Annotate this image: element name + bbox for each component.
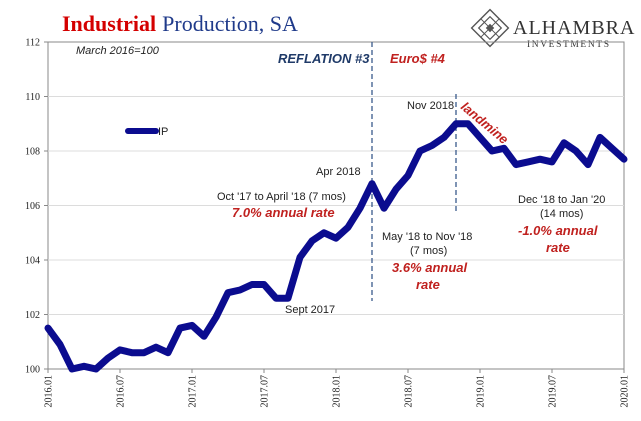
data-point-2016-08 — [131, 352, 133, 354]
data-point-2017-03 — [215, 316, 217, 318]
data-point-2016-06 — [107, 357, 109, 359]
annotation-oct-apr-period: Oct '17 to April '18 (7 mos) — [217, 191, 346, 203]
logo-diamond-icon — [470, 8, 510, 48]
data-point-2016-11 — [167, 352, 169, 354]
y-tick-label-104: 104 — [25, 256, 40, 267]
data-point-2019-01 — [479, 136, 481, 138]
x-tick-label-2019.01: 2019.01 — [476, 375, 487, 408]
chart-title-accent: Industrial — [62, 11, 156, 36]
logo-name: ALHAMBRA — [513, 17, 635, 39]
gridlines — [48, 96, 624, 315]
data-point-2020-01 — [623, 158, 625, 160]
data-point-2019-04 — [515, 164, 517, 166]
x-axis: 2016.01 2016.07 2017.01 2017.07 2018.01 2018.… — [44, 369, 631, 408]
data-point-2018-10 — [443, 136, 445, 138]
reference-lines — [371, 42, 457, 301]
data-point-2017-05 — [239, 289, 241, 291]
series-line-IP — [44, 120, 628, 373]
data-point-2018-12 — [467, 123, 469, 125]
legend: IP — [125, 126, 168, 138]
series-layer — [44, 120, 628, 373]
data-point-2019-08 — [563, 142, 565, 144]
data-point-2017-12 — [323, 232, 325, 234]
data-point-2017-07 — [263, 284, 265, 286]
y-tick-label-110: 110 — [25, 92, 40, 103]
x-tick-label-2018.01: 2018.01 — [332, 375, 343, 408]
x-tick-label-2020.01: 2020.01 — [620, 375, 631, 408]
data-point-2018-02 — [347, 226, 349, 228]
x-tick-label-2016.01: 2016.01 — [44, 375, 55, 408]
chart-title-main: Production, SA — [162, 11, 298, 36]
data-point-2016-07 — [119, 349, 121, 351]
data-point-2018-05 — [383, 207, 385, 209]
data-point-2016-04 — [83, 365, 85, 367]
y-tick-label-106: 106 — [25, 201, 40, 212]
data-point-2016-01 — [47, 327, 49, 329]
data-point-2019-03 — [503, 147, 505, 149]
data-point-2017-04 — [227, 292, 229, 294]
y-tick-label-100: 100 — [25, 365, 40, 376]
x-tick-label-2017.01: 2017.01 — [188, 375, 199, 408]
y-tick-label-108: 108 — [25, 147, 40, 158]
data-point-2019-06 — [539, 158, 541, 160]
data-point-2017-06 — [251, 284, 253, 286]
chart-title: Industrial Production, SA — [62, 11, 298, 36]
data-point-2019-11 — [599, 136, 601, 138]
chart-subtitle: March 2016=100 — [76, 45, 160, 57]
data-point-2016-12 — [179, 327, 181, 329]
annotation-nov2018: Nov 2018 — [407, 100, 454, 112]
legend-label: IP — [158, 126, 168, 138]
annotation-apr2018: Apr 2018 — [316, 166, 361, 178]
y-tick-label-112: 112 — [25, 38, 40, 49]
data-point-2016-02 — [59, 343, 61, 345]
annotation-euro: Euro$ #4 — [390, 51, 446, 66]
data-point-2016-09 — [143, 352, 145, 354]
annotation-may-nov-period-2: (7 mos) — [410, 245, 447, 257]
data-point-2017-11 — [311, 240, 313, 242]
annotation-dec-jan-period-2: (14 mos) — [540, 208, 583, 220]
data-point-2017-01 — [191, 324, 193, 326]
logo-subtitle: INVESTMENTS — [527, 40, 611, 50]
annotation-sept2017: Sept 2017 — [285, 304, 335, 316]
annotation-may-nov-period-1: May '18 to Nov '18 — [382, 231, 472, 243]
data-point-2017-08 — [275, 297, 277, 299]
data-point-2016-03 — [71, 368, 73, 370]
data-point-2017-09 — [287, 297, 289, 299]
annotation-may-nov-rate-1: 3.6% annual — [392, 260, 468, 275]
annotation-reflation: REFLATION #3 — [278, 51, 370, 66]
data-point-2018-08 — [419, 150, 421, 152]
annotation-may-nov-rate-2: rate — [416, 277, 440, 292]
data-point-2019-02 — [491, 150, 493, 152]
data-point-2018-06 — [395, 188, 397, 190]
annotation-dec-jan-rate-2: rate — [546, 240, 570, 255]
data-point-2017-02 — [203, 335, 205, 337]
data-point-2018-11 — [455, 123, 457, 125]
data-point-2018-07 — [407, 175, 409, 177]
data-point-2019-10 — [587, 164, 589, 166]
data-point-2019-09 — [575, 150, 577, 152]
annotation-dec-jan-period-1: Dec '18 to Jan '20 — [518, 194, 605, 206]
data-point-2019-07 — [551, 161, 553, 163]
data-point-2018-04 — [371, 183, 373, 185]
data-point-2016-05 — [95, 368, 97, 370]
x-tick-label-2016.07: 2016.07 — [116, 375, 127, 408]
data-point-2018-03 — [359, 207, 361, 209]
annotation-oct-apr-rate: 7.0% annual rate — [232, 205, 335, 220]
x-tick-label-2017.07: 2017.07 — [260, 375, 271, 408]
y-tick-label-102: 102 — [25, 310, 40, 321]
data-point-2018-01 — [335, 237, 337, 239]
data-point-2018-09 — [431, 145, 433, 147]
data-point-2016-10 — [155, 346, 157, 348]
data-point-2019-12 — [611, 147, 613, 149]
x-tick-label-2018.07: 2018.07 — [404, 375, 415, 408]
annotation-dec-jan-rate-1: -1.0% annual — [518, 223, 598, 238]
alhambra-logo: ALHAMBRA INVESTMENTS — [470, 8, 635, 50]
y-axis: 100 102 104 106 108 110 112 — [25, 38, 48, 376]
data-point-2019-05 — [527, 161, 529, 163]
data-point-2017-10 — [299, 256, 301, 258]
x-tick-label-2019.07: 2019.07 — [548, 375, 559, 408]
